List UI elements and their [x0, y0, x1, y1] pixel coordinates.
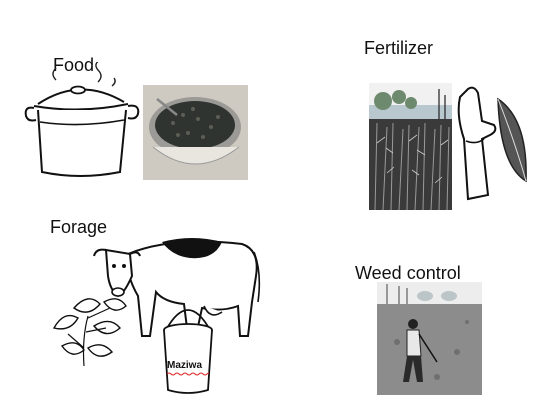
forage-plant-icon — [52, 298, 127, 367]
spellcheck-underline — [167, 372, 209, 376]
fertilizer-label: Fertilizer — [364, 38, 434, 58]
milk-bucket-icon — [163, 309, 213, 394]
cooking-pot-icon — [24, 62, 140, 177]
farmer-weeding-photo — [377, 282, 482, 395]
weed-control-label: Weed control — [355, 263, 461, 283]
bucket-label: Maziwa — [167, 360, 203, 371]
leaf-icon — [497, 97, 527, 183]
bean-bowl-photo — [143, 85, 248, 180]
food-label: Food — [53, 55, 95, 75]
maize-field-photo — [369, 83, 452, 210]
cow-icon — [93, 238, 261, 337]
forage-label: Forage — [50, 217, 108, 237]
gloved-arm-icon — [457, 86, 497, 201]
